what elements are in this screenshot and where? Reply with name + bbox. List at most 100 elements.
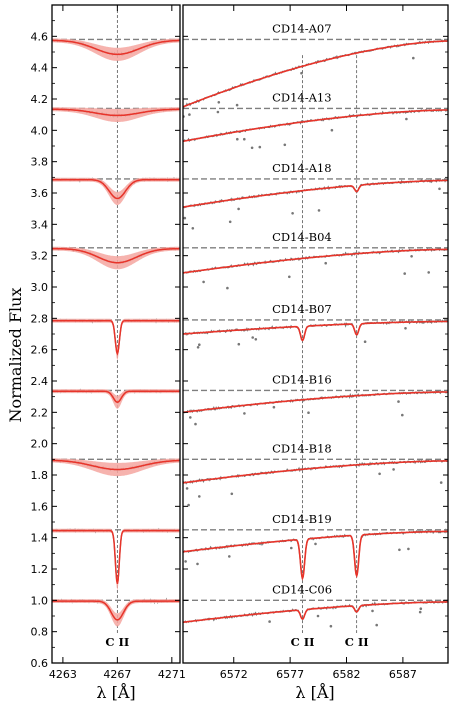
outlier-point-2-0 xyxy=(228,220,232,224)
model-left-8 xyxy=(52,600,180,621)
outlier-point-4-4 xyxy=(251,336,254,339)
x-axis-title-left: λ [Å] xyxy=(96,682,135,702)
star-label-6: CD14-B18 xyxy=(272,441,332,455)
outlier-point-4-0 xyxy=(404,327,407,330)
observed-spectrum-right-3 xyxy=(183,247,448,275)
y-tick-label-10: 2.6 xyxy=(31,344,49,357)
outlier-point-0-5 xyxy=(188,113,191,116)
outlier-point-4-1 xyxy=(254,338,258,341)
left-panel: 0.6 0.8 1.0 1.2 1.4 1.6 1.8 2.0 2.2 2.4 2.6 2.8 3.0 3… xyxy=(31,4,186,681)
outlier-point-4-3 xyxy=(237,342,241,346)
star-label-1: CD14-A13 xyxy=(272,90,331,104)
outlier-point-1-0 xyxy=(258,145,262,149)
outlier-point-3-6 xyxy=(324,261,328,265)
model-right-5 xyxy=(183,391,448,414)
observed-spectrum-right-6 xyxy=(183,458,448,485)
star-label-3: CD14-B04 xyxy=(272,230,332,244)
line-label-left-0: C II xyxy=(105,635,129,649)
outlier-point-6-0 xyxy=(392,468,395,471)
outlier-point-8-1 xyxy=(418,610,422,614)
star-label-0: CD14-A07 xyxy=(272,21,331,35)
outlier-point-5-3 xyxy=(307,411,310,415)
observed-spectrum-right-7 xyxy=(183,528,448,580)
model-band-left-8 xyxy=(52,599,180,627)
x-tick-label-right-1: 6577 xyxy=(276,668,304,681)
outlier-point-1-5 xyxy=(283,143,287,147)
outlier-point-2-6 xyxy=(191,227,195,230)
outlier-point-3-4 xyxy=(288,275,291,279)
y-tick-label-7: 2.0 xyxy=(31,438,49,451)
y-tick-label-13: 3.2 xyxy=(31,250,49,263)
outlier-point-4-6 xyxy=(363,340,367,344)
outlier-point-7-6 xyxy=(196,562,199,566)
y-axis-title: Normalized Flux xyxy=(6,288,25,423)
x-tick-label-right-0: 6572 xyxy=(220,668,248,681)
y-tick-label-14: 3.4 xyxy=(31,218,49,231)
outlier-point-7-5 xyxy=(398,548,401,552)
outlier-point-0-0 xyxy=(300,71,303,75)
observed-spectrum-right-8 xyxy=(183,600,448,624)
outlier-point-8-6 xyxy=(268,620,271,623)
outlier-point-0-4 xyxy=(235,103,239,107)
model-right-3 xyxy=(183,248,448,274)
y-tick-label-12: 3.0 xyxy=(31,281,49,294)
outlier-point-5-6 xyxy=(401,413,404,417)
observed-spectrum-right-1 xyxy=(183,108,448,143)
x-axis-title-right: λ [Å] xyxy=(295,682,334,702)
y-tick-label-17: 4.0 xyxy=(31,124,49,137)
x-tick-label-right-2: 6582 xyxy=(333,668,361,681)
outlier-point-1-4 xyxy=(236,137,239,141)
model-right-7 xyxy=(183,530,448,581)
outlier-point-3-3 xyxy=(427,271,431,274)
outlier-point-8-4 xyxy=(329,624,333,628)
star-label-5: CD14-B16 xyxy=(272,372,332,386)
outlier-point-5-0 xyxy=(397,400,400,403)
outlier-point-5-2 xyxy=(189,416,192,419)
outlier-point-1-2 xyxy=(250,146,254,150)
model-left-1 xyxy=(52,108,180,117)
y-tick-label-5: 1.6 xyxy=(31,500,49,513)
outlier-point-7-1 xyxy=(184,560,187,563)
y-tick-label-15: 3.6 xyxy=(31,187,49,200)
outlier-point-8-0 xyxy=(316,614,320,618)
star-label-7: CD14-B19 xyxy=(272,512,332,526)
line-label-right-1: C II xyxy=(345,635,369,649)
outlier-point-5-1 xyxy=(272,405,276,409)
model-left-0 xyxy=(52,39,180,56)
outlier-point-3-1 xyxy=(226,286,229,290)
star-label-8: CD14-C06 xyxy=(272,582,332,596)
line-label-right-0: C II xyxy=(291,635,315,649)
outlier-point-2-1 xyxy=(183,216,187,220)
y-tick-label-0: 0.6 xyxy=(31,657,49,670)
y-tick-label-16: 3.8 xyxy=(31,156,49,169)
outlier-point-7-0 xyxy=(228,555,231,558)
model-band-left-5 xyxy=(52,389,180,409)
model-left-7 xyxy=(52,529,180,585)
outlier-point-6-6 xyxy=(187,503,190,507)
outlier-point-1-3 xyxy=(330,128,334,132)
model-left-5 xyxy=(52,390,180,403)
model-right-0 xyxy=(183,40,448,108)
y-tick-label-18: 4.2 xyxy=(31,93,49,106)
outlier-point-4-5 xyxy=(198,343,201,347)
outlier-point-8-5 xyxy=(375,623,379,627)
model-band-left-6 xyxy=(52,458,180,477)
model-left-6 xyxy=(52,459,180,471)
model-band-left-2 xyxy=(52,177,180,206)
y-tick-label-19: 4.4 xyxy=(31,62,49,75)
y-tick-label-1: 0.8 xyxy=(31,626,49,639)
outlier-point-1-1 xyxy=(405,117,408,121)
outlier-point-2-3 xyxy=(237,207,240,211)
outlier-point-0-6 xyxy=(412,56,415,60)
model-right-6 xyxy=(183,460,448,484)
y-tick-label-3: 1.2 xyxy=(31,563,49,576)
x-tick-label-left-1: 4267 xyxy=(103,668,131,681)
outlier-point-8-2 xyxy=(371,609,374,613)
outlier-point-7-2 xyxy=(314,542,317,546)
model-right-2 xyxy=(183,179,448,208)
outlier-point-6-2 xyxy=(230,492,234,496)
outlier-point-5-5 xyxy=(243,412,246,415)
outlier-point-3-0 xyxy=(403,272,407,275)
model-left-2 xyxy=(52,178,180,200)
